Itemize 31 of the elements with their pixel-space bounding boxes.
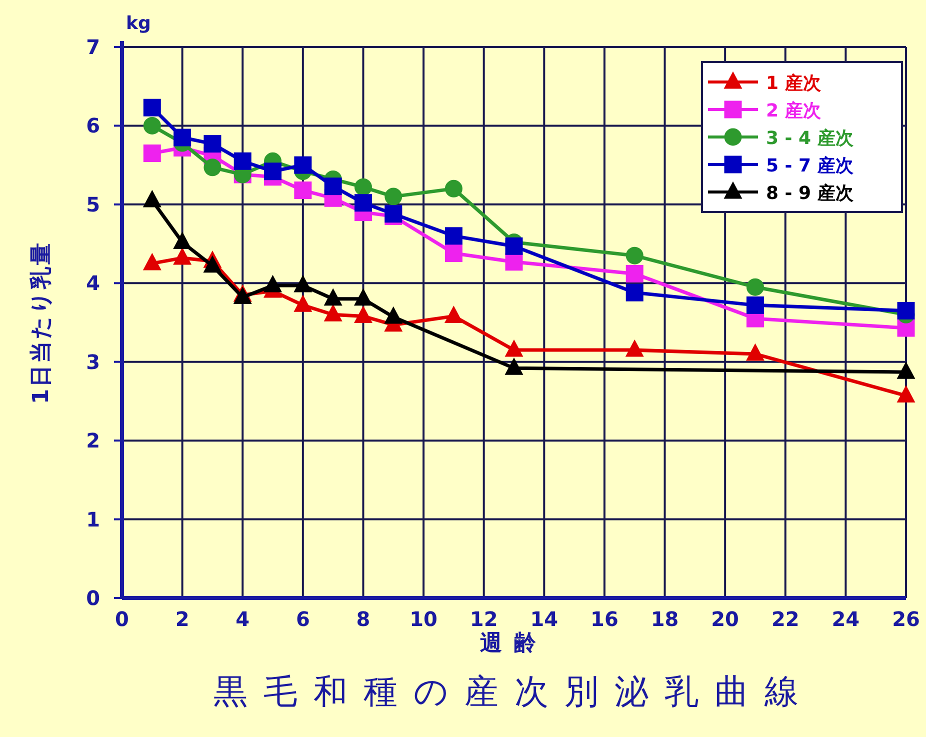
x-tick-label: 22 (771, 607, 800, 631)
x-tick-label: 10 (410, 607, 438, 631)
legend-label: 3 - 4 産次 (766, 128, 854, 149)
y-tick-label: 2 (86, 428, 100, 453)
x-axis-title: 週齢 (480, 631, 548, 656)
x-tick-label: 24 (832, 607, 860, 631)
y-tick-label: 1 (86, 507, 100, 532)
x-tick-label: 26 (892, 607, 920, 631)
x-tick-label: 18 (650, 607, 679, 631)
y-tick-label: 7 (86, 35, 100, 59)
y-tick-label: 4 (86, 271, 100, 296)
y-tick-label: 0 (86, 586, 100, 610)
y-axis-title: 1日当たり乳量 (29, 240, 54, 404)
legend-label: 1 産次 (766, 73, 822, 94)
x-tick-label: 8 (356, 607, 370, 631)
x-tick-label: 2 (175, 607, 190, 631)
y-tick-label: 5 (86, 192, 100, 216)
legend-label: 2 産次 (766, 100, 822, 122)
x-tick-label: 6 (296, 607, 310, 631)
text: kg (126, 13, 151, 34)
x-tick-label: 12 (470, 607, 498, 631)
y-tick-label: 3 (86, 350, 100, 374)
x-tick-label: 14 (530, 607, 558, 631)
legend-label: 8 - 9 産次 (766, 183, 854, 204)
x-tick-label: 0 (115, 607, 129, 631)
legend-label: 5 - 7 産次 (766, 156, 854, 176)
x-tick-label: 16 (590, 607, 618, 631)
text: 黒毛和種の産次別泌乳曲線 (214, 672, 814, 712)
y-tick-label: 6 (86, 114, 100, 138)
x-tick-label: 20 (711, 607, 739, 631)
x-tick-label: 4 (236, 607, 250, 631)
